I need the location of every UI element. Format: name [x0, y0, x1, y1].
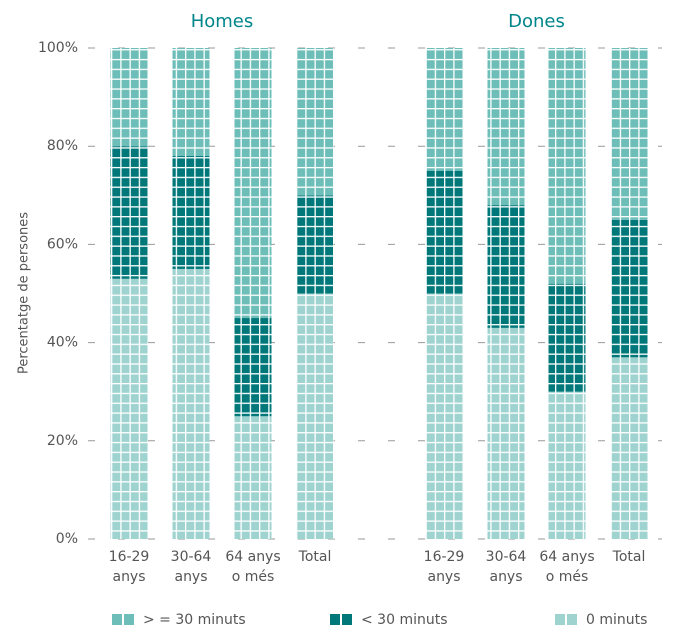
legend-label: < 30 minuts [361, 612, 448, 628]
legend-swatch [124, 614, 134, 625]
legend-swatch [112, 614, 122, 625]
x-tick-label: 30-64 [486, 549, 527, 565]
y-tick-label: 20% [47, 433, 78, 449]
x-tick-label: anys [112, 569, 145, 585]
legend-swatch [555, 614, 565, 625]
y-tick-label: 40% [47, 335, 78, 351]
bar-grid [610, 48, 648, 539]
y-tick-label: 0% [56, 531, 78, 547]
bar-grid [110, 48, 148, 539]
bar-grid [487, 48, 525, 539]
x-tick-label: anys [427, 569, 460, 585]
y-tick-label: 80% [47, 138, 78, 154]
x-tick-label: anys [174, 569, 207, 585]
y-axis-label: Percentatge de persones [17, 212, 32, 374]
panel-title: Homes [191, 11, 254, 32]
bar-grid [172, 48, 210, 539]
x-tick-label: anys [489, 569, 522, 585]
x-tick-label: 64 anys [225, 549, 280, 565]
legend-label: 0 minuts [586, 612, 647, 628]
legend-swatch [342, 614, 352, 625]
x-tick-label: 30-64 [171, 549, 212, 565]
x-tick-label: 16-29 [109, 549, 150, 565]
panel-title: Dones [508, 11, 565, 32]
legend-label: > = 30 minuts [143, 612, 246, 628]
x-tick-label: Total [298, 549, 332, 565]
y-tick-label: 100% [38, 40, 78, 56]
bar-grid [296, 48, 334, 539]
bar-grid [234, 48, 272, 539]
x-tick-label: 64 anys [539, 549, 594, 565]
bar-grid [425, 48, 463, 539]
bar-grid [548, 48, 586, 539]
x-tick-label: 16-29 [424, 549, 465, 565]
x-tick-label: Total [612, 549, 646, 565]
x-tick-label: o més [232, 569, 275, 585]
legend-swatch [567, 614, 577, 625]
x-tick-label: o més [546, 569, 589, 585]
legend-swatch [330, 614, 340, 625]
y-tick-label: 60% [47, 236, 78, 252]
